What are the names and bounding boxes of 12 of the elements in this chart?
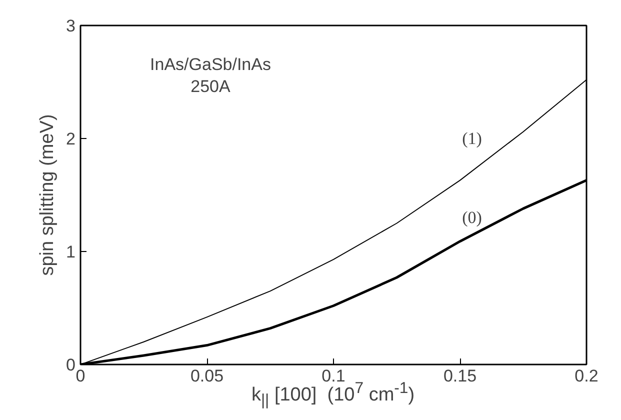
series-label: (0) [462, 208, 482, 227]
y-tick-label: 1 [66, 242, 76, 262]
y-axis-title: spin splitting (meV) [37, 114, 58, 276]
y-tick-label: 3 [66, 16, 76, 36]
y-tick-label: 2 [66, 130, 76, 148]
x-tick-label: 0.2 [574, 366, 598, 386]
x-tick-label: 0.05 [190, 366, 224, 386]
annotation: 250A [190, 77, 232, 96]
x-tick-label: 0.15 [443, 366, 477, 386]
series-label: (1) [462, 128, 482, 148]
x-tick-label: 0.1 [322, 366, 346, 386]
annotation: InAs/GaSb/InAs [150, 55, 271, 74]
